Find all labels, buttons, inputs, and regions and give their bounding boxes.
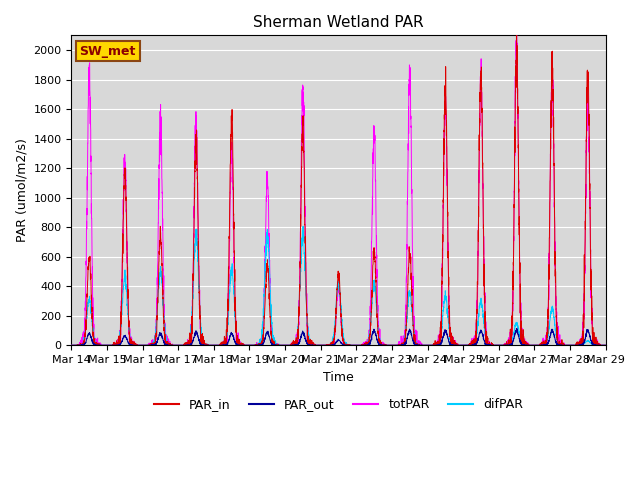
Y-axis label: PAR (umol/m2/s): PAR (umol/m2/s)	[15, 138, 28, 242]
Title: Sherman Wetland PAR: Sherman Wetland PAR	[253, 15, 424, 30]
Legend: PAR_in, PAR_out, totPAR, difPAR: PAR_in, PAR_out, totPAR, difPAR	[148, 394, 529, 417]
Text: SW_met: SW_met	[79, 45, 136, 58]
X-axis label: Time: Time	[323, 371, 354, 384]
